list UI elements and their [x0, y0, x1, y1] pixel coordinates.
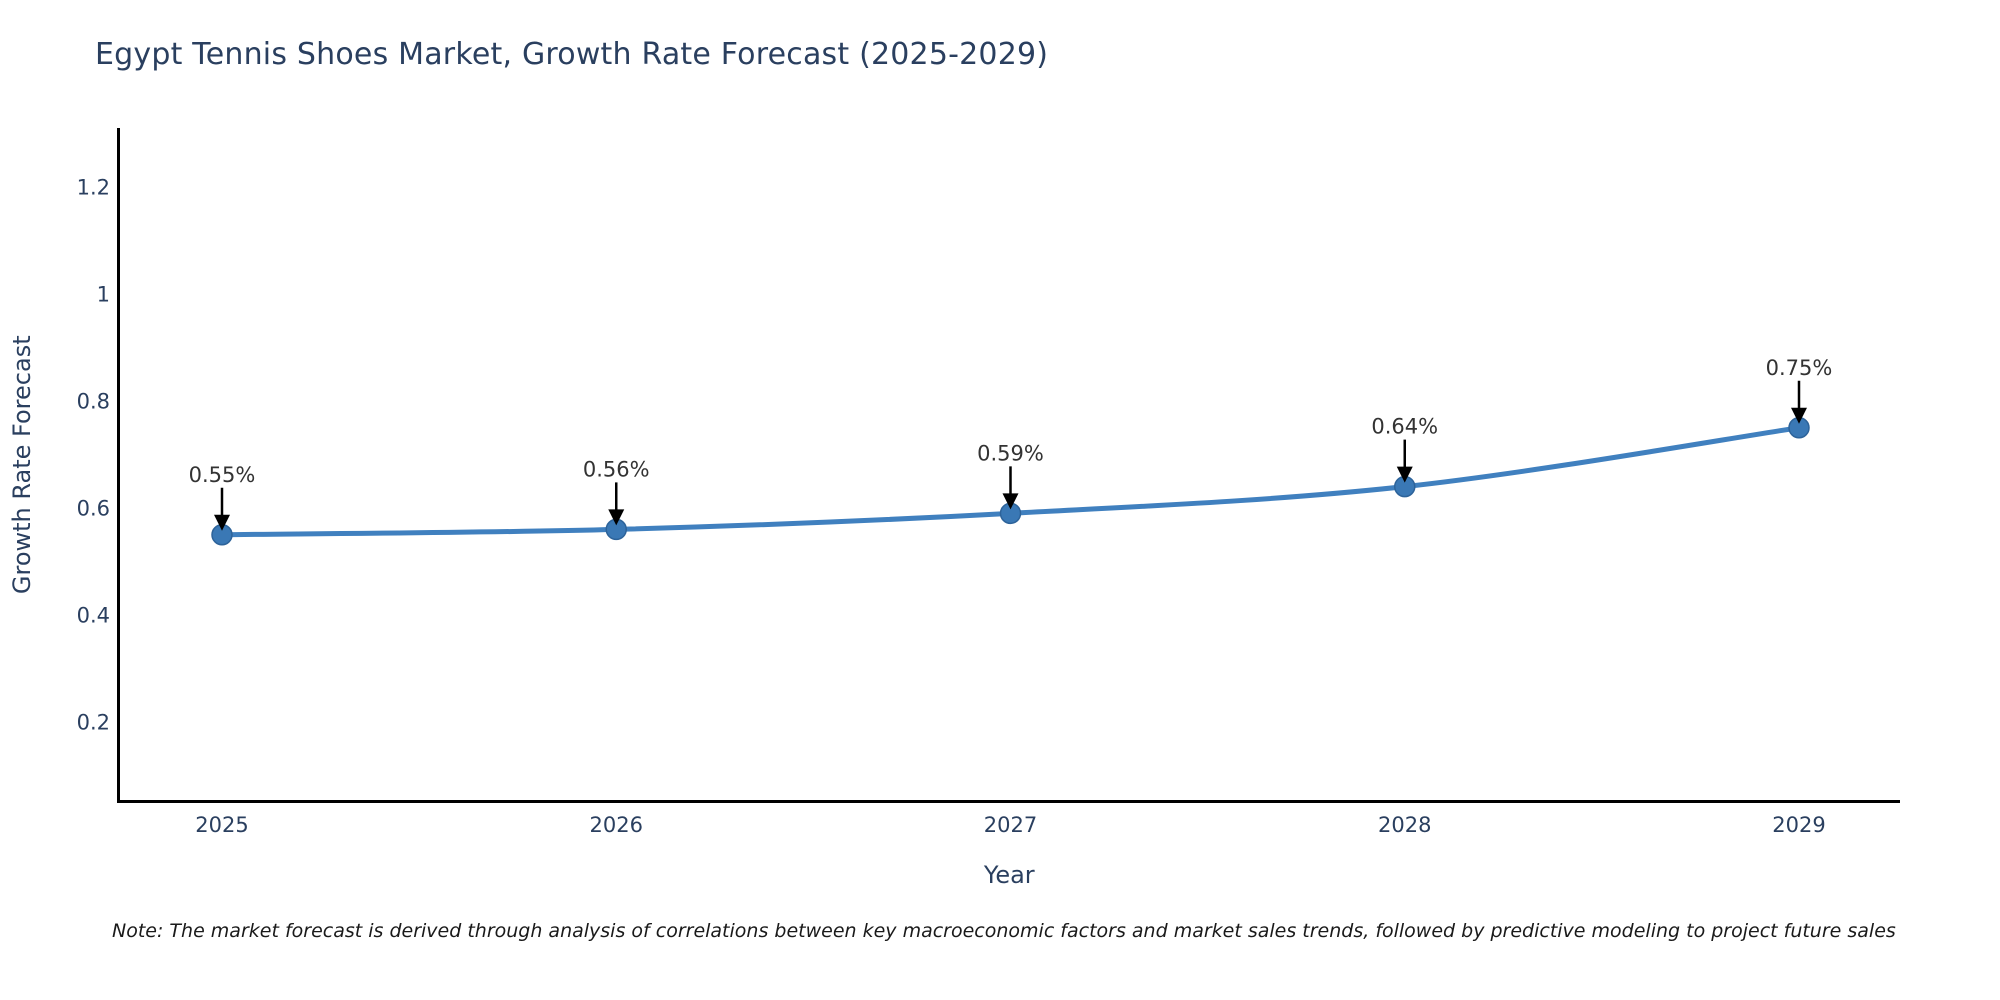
x-tick-label: 2029	[1772, 813, 1825, 837]
footnote: Note: The market forecast is derived thr…	[112, 920, 1896, 942]
annotation-arrowhead	[1002, 493, 1019, 510]
annotation-arrowhead	[1791, 407, 1807, 424]
y-tick-label: 0.2	[77, 711, 110, 735]
annotation-arrowhead	[1396, 466, 1413, 483]
annotation-arrowhead	[608, 509, 625, 526]
x-tick-label: 2026	[590, 813, 643, 837]
data-point-label: 0.55%	[189, 463, 256, 487]
x-tick-label: 2028	[1378, 813, 1431, 837]
y-tick-label: 1.2	[77, 176, 110, 200]
y-axis-title: Growth Rate Forecast	[8, 335, 36, 594]
x-tick-label: 2025	[195, 813, 248, 837]
data-point-label: 0.64%	[1371, 415, 1438, 439]
chart-title: Egypt Tennis Shoes Market, Growth Rate F…	[95, 37, 1049, 72]
data-point-label: 0.59%	[977, 441, 1044, 465]
data-point-label: 0.75%	[1766, 356, 1833, 380]
y-tick-label: 0.8	[77, 390, 110, 414]
data-point-label: 0.56%	[583, 457, 650, 481]
y-tick-label: 0.6	[77, 497, 110, 521]
annotation-arrowhead	[214, 514, 230, 531]
x-axis-title: Year	[983, 861, 1035, 889]
y-tick-label: 0.4	[77, 604, 110, 628]
y-tick-label: 1	[97, 283, 110, 307]
x-tick-label: 2027	[984, 813, 1037, 837]
